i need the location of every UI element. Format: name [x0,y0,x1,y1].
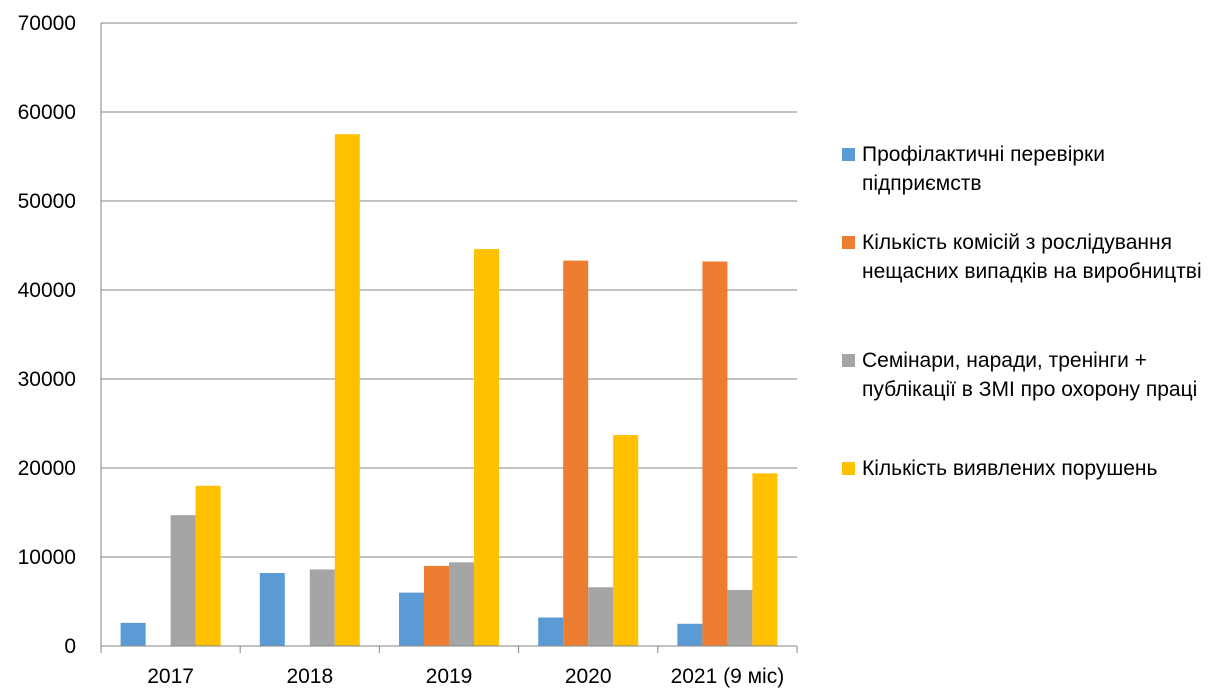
y-tick-label: 10000 [18,546,76,569]
legend-item: Семінари, наради, тренінги + публікації … [842,346,1226,454]
y-tick-label: 30000 [18,368,76,391]
legend-label: Кількість комісій з рослідування нещасни… [862,231,1202,283]
legend-item: Кількість комісій з рослідування нещасни… [842,228,1226,346]
bar-4 [195,485,221,646]
bar-1 [259,573,285,646]
legend-swatch [842,236,855,249]
bar-3 [449,562,474,646]
bars [120,134,778,646]
y-tick-label: 0 [64,635,76,658]
x-tick-label: 2017 [147,665,194,688]
x-tick-label: 2021 (9 міс) [671,665,785,688]
bar-1 [538,617,564,646]
y-tick-label: 60000 [18,101,76,124]
legend-label: Кількість виявлених порушень [862,457,1158,480]
bar-3 [170,515,196,646]
y-tick-label: 20000 [18,457,76,480]
legend-swatch [842,354,855,367]
bar-3 [309,569,335,646]
y-tick-label: 40000 [18,279,76,302]
bar-4 [334,134,360,646]
gridlines [101,22,797,558]
bar-2 [702,261,728,646]
x-tick-labels: 2017 2018 2019 2020 2021 (9 міс) [147,665,784,688]
legend-swatch [842,462,855,475]
bar-1 [120,622,146,646]
bar-chart: 0 10000 20000 30000 40000 50000 60000 70000 201… [18,12,798,688]
bar-4 [752,473,778,646]
bar-2 [563,260,589,646]
bar-4 [474,249,499,646]
y-tick-label: 70000 [18,12,76,35]
legend-item: Кількість виявлених порушень [842,454,1226,508]
bar-2 [424,565,449,646]
legend-label: Профілактичні перевірки підприємств [862,143,1105,195]
x-tick-label: 2019 [426,665,473,688]
bar-1 [399,592,424,646]
bar-3 [588,587,614,646]
y-tick-label: 50000 [18,190,76,213]
bar-1 [677,623,703,646]
bar-3 [727,589,753,646]
x-tick-label: 2020 [565,665,612,688]
y-tick-labels: 0 10000 20000 30000 40000 50000 60000 70000 [18,12,76,658]
x-tick-label: 2018 [286,665,333,688]
axes [100,23,798,653]
legend-swatch [842,148,855,161]
bar-4 [613,435,639,646]
legend: Профілактичні перевірки підприємств Кіль… [842,140,1226,508]
legend-label: Семінари, наради, тренінги + публікації … [862,349,1198,401]
legend-item: Профілактичні перевірки підприємств [842,140,1226,228]
